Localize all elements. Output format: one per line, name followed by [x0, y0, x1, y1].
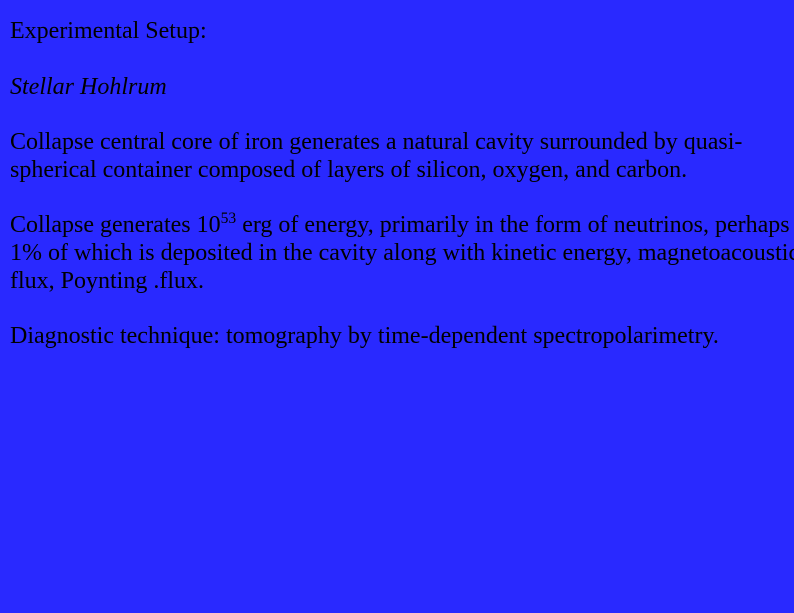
paragraph-energy: Collapse generates 1053 erg of energy, p… — [10, 212, 794, 295]
paragraph-collapse-core: Collapse central core of iron generates … — [10, 129, 794, 184]
paragraph-diagnostic: Diagnostic technique: tomography by time… — [10, 323, 794, 351]
setup-heading: Experimental Setup: — [10, 18, 794, 46]
stellar-subtitle: Stellar Hohlrum — [10, 74, 794, 102]
energy-pre: Collapse generates 10 — [10, 212, 221, 238]
energy-exponent: 53 — [221, 210, 237, 227]
